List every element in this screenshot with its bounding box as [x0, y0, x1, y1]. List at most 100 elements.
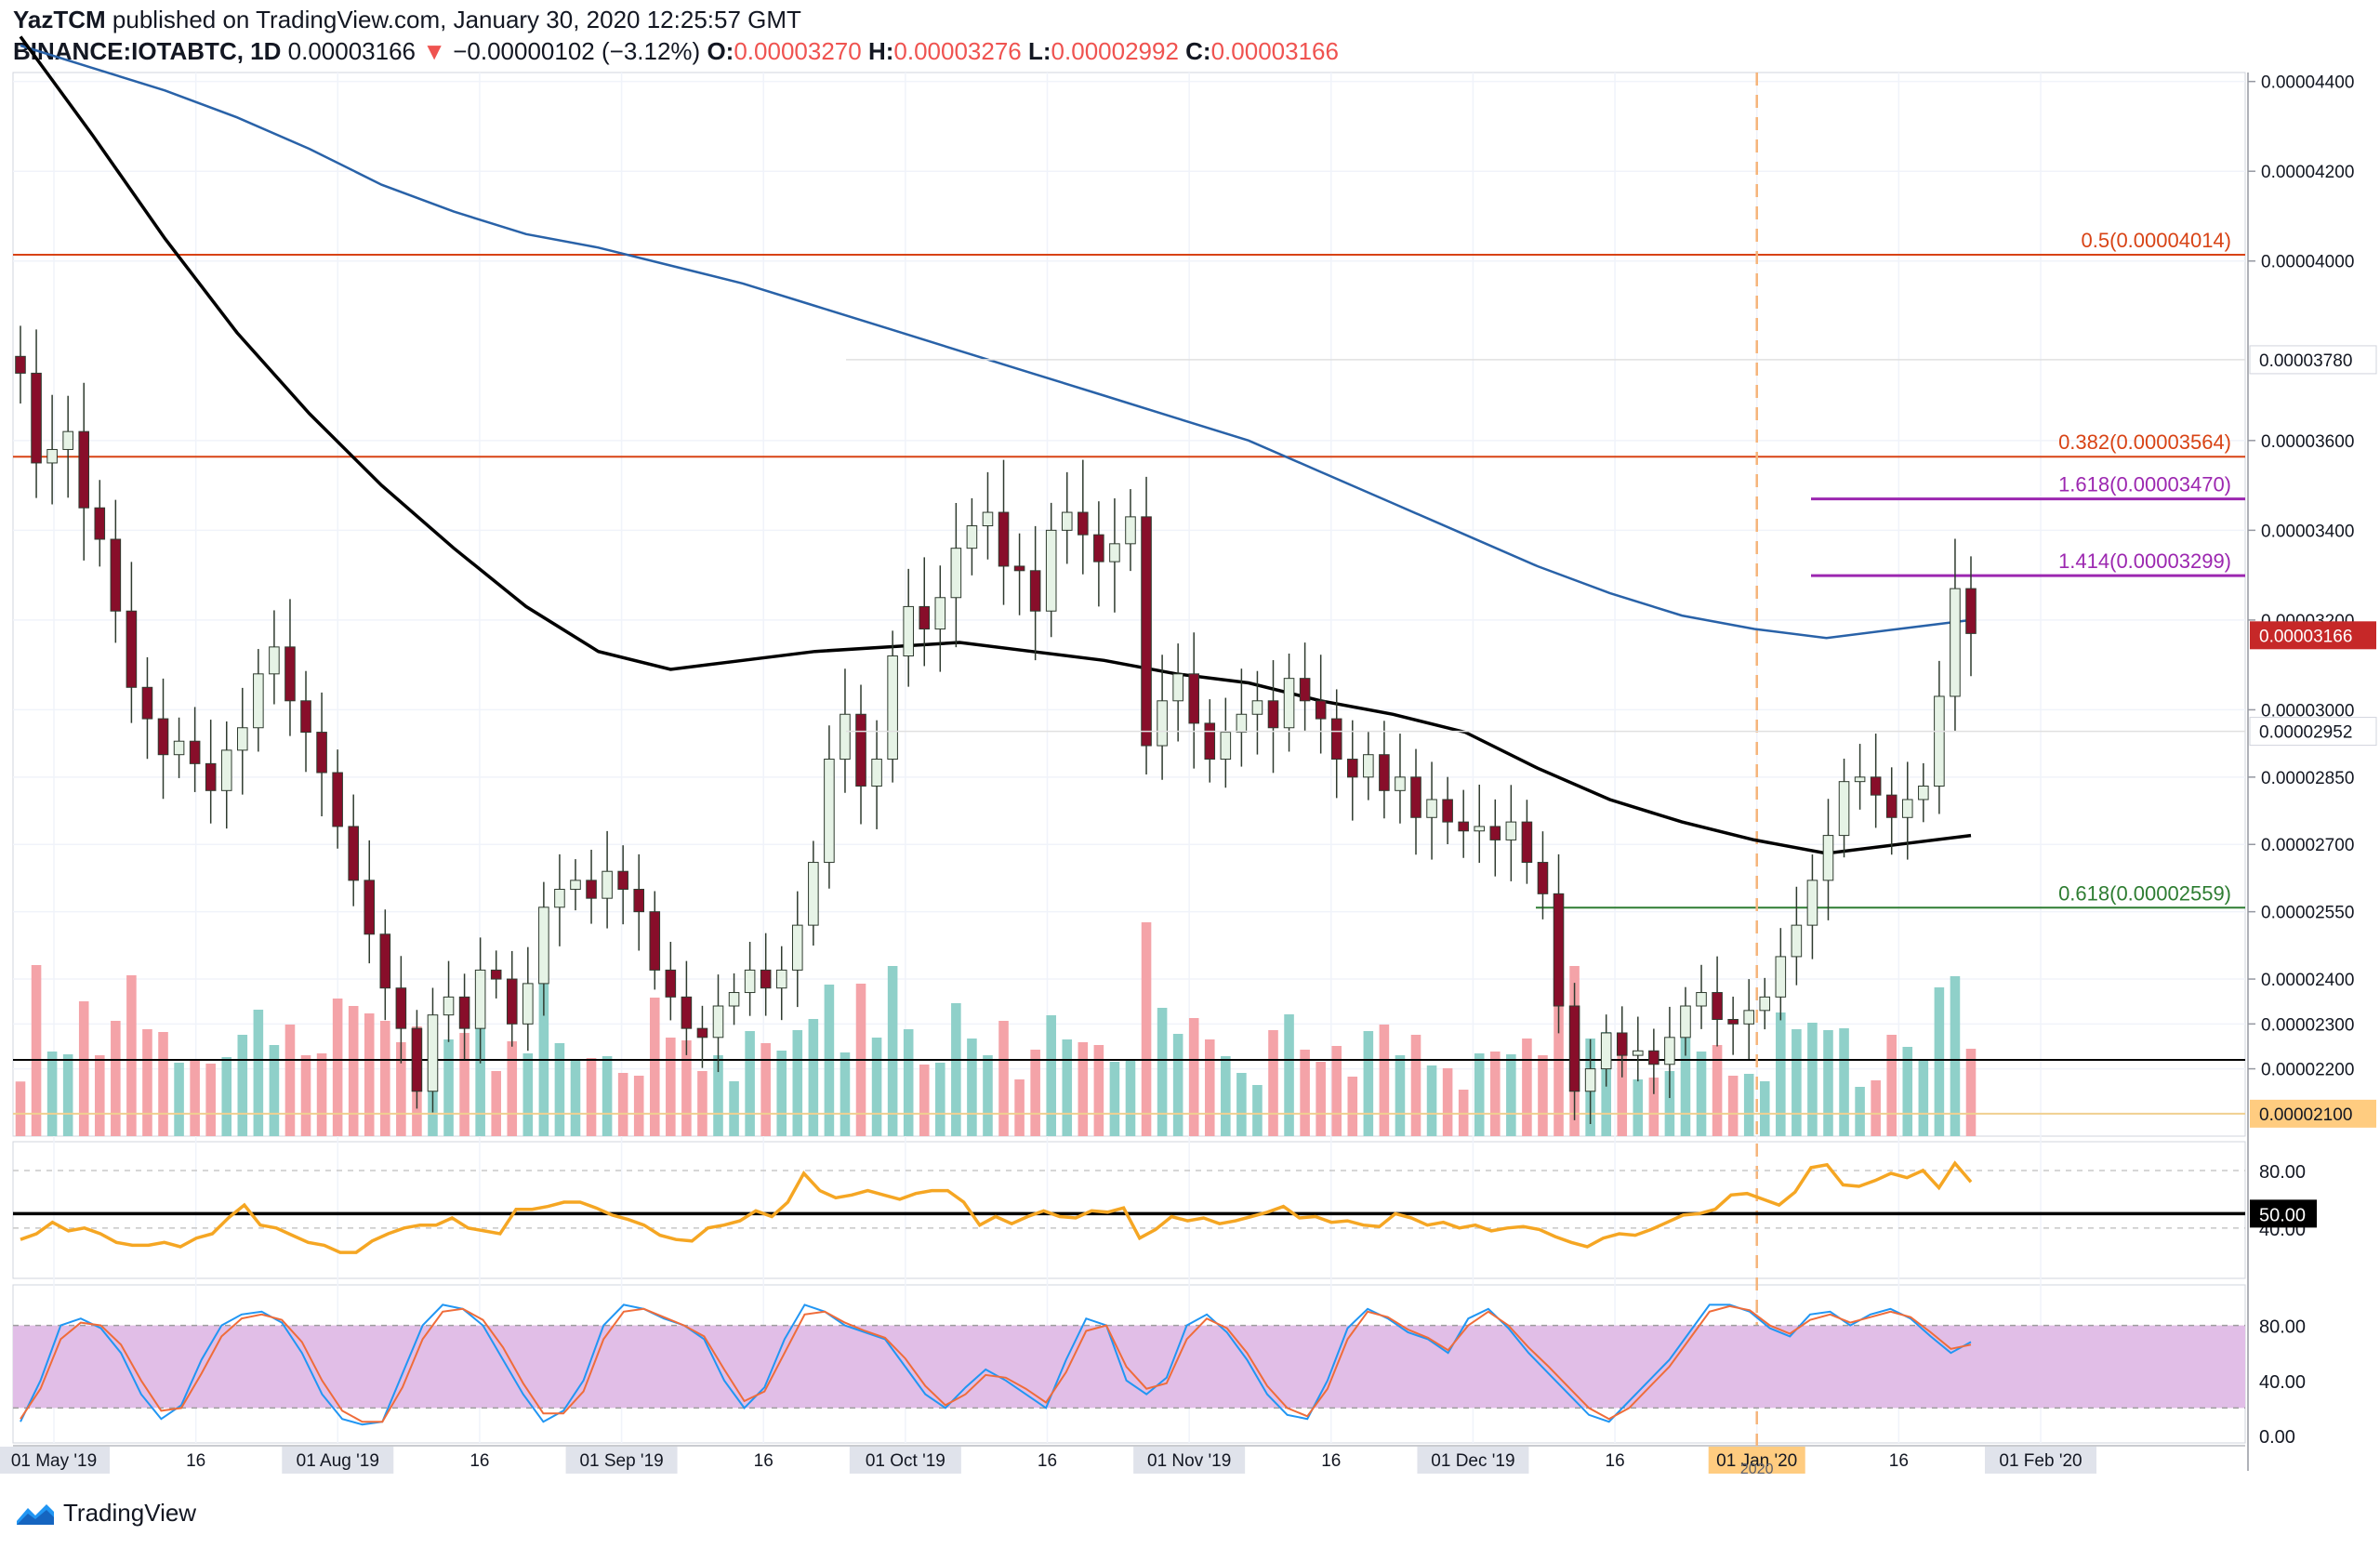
- candle-body: [379, 933, 391, 989]
- volume-bar: [94, 1055, 105, 1136]
- candle-body: [1029, 570, 1041, 612]
- volume-bar: [1712, 1045, 1723, 1136]
- candle-body: [1489, 826, 1501, 840]
- volume-bar: [253, 1010, 264, 1136]
- candle-body: [1363, 754, 1374, 778]
- candle-body: [1267, 700, 1279, 729]
- candle-body: [1600, 1032, 1612, 1070]
- volume-bar: [1538, 1055, 1548, 1136]
- volume-bar: [554, 1043, 565, 1136]
- volume-bar: [760, 1043, 771, 1136]
- volume-bar: [190, 1061, 200, 1136]
- candle-body: [1204, 722, 1216, 761]
- time-tick-label: 16: [186, 1451, 205, 1471]
- volume-bar: [1792, 1029, 1802, 1136]
- candle-body: [919, 605, 931, 630]
- time-tick-label: 01 May '19: [11, 1451, 97, 1471]
- year-marker-label: 2020: [1740, 1462, 1774, 1477]
- candle-body: [1885, 794, 1897, 818]
- high-label: H:: [867, 37, 894, 65]
- candle-body: [1157, 700, 1168, 747]
- price-tick-label: 0.00002200: [2261, 1061, 2354, 1080]
- candle-body: [1537, 862, 1549, 894]
- price-tick-label: 0.00002700: [2261, 836, 2354, 855]
- volume-bar: [1363, 1031, 1374, 1136]
- candle-body: [649, 911, 661, 971]
- ma-200-line: [20, 44, 1972, 640]
- author-name[interactable]: YazTCM: [13, 6, 106, 33]
- down-arrow-icon: ▼: [422, 37, 446, 65]
- symbol-name[interactable]: BINANCE:IOTABTC, 1D: [13, 37, 282, 65]
- candle-body: [665, 969, 677, 998]
- candle-body: [1442, 799, 1453, 823]
- volume-bar: [1680, 1025, 1691, 1136]
- volume-bar: [1839, 1028, 1849, 1136]
- fib-level-label: 1.618(0.00003470): [2058, 473, 2231, 496]
- volume-bar: [475, 1012, 485, 1136]
- volume-bar: [284, 1025, 296, 1136]
- candle-body: [31, 372, 42, 464]
- candle-body: [110, 538, 122, 612]
- candle-body: [1061, 511, 1073, 531]
- candle-body: [1521, 821, 1533, 864]
- time-cursor-tag: [1708, 1447, 1805, 1474]
- volume-bar: [729, 1081, 739, 1136]
- volume-bar: [491, 1071, 501, 1136]
- time-tick-label: 01 Sep '19: [579, 1451, 663, 1471]
- candle-body: [1965, 588, 1977, 634]
- volume-bar: [1743, 1074, 1754, 1136]
- candle-body: [1013, 565, 1025, 572]
- time-label-bg: [1985, 1447, 2096, 1474]
- volume-bar: [1902, 1047, 1913, 1136]
- fib-level-label: 0.5(0.00004014): [2082, 229, 2231, 252]
- volume-bar: [205, 1064, 216, 1136]
- candle-body: [94, 507, 106, 540]
- candle-body: [1078, 511, 1089, 536]
- volume-bar: [507, 1041, 518, 1136]
- price-tick-label: 0.00002850: [2261, 769, 2354, 788]
- time-axis: 01 May '19 16 01 Aug '19 16 01 Sep '19 16 01 O…: [0, 1447, 2096, 1477]
- candle-body: [775, 969, 787, 989]
- volume-bar: [1426, 1065, 1437, 1136]
- candle-body: [522, 983, 534, 1025]
- volume-bar: [300, 1055, 311, 1136]
- stoch-tick-label: 80.00: [2259, 1317, 2306, 1338]
- volume-bar: [570, 1060, 581, 1136]
- candle-body: [982, 511, 994, 527]
- volume-bar: [1030, 1050, 1040, 1136]
- grid-layer: [12, 72, 2249, 1471]
- publish-info: YazTCM published on TradingView.com, Jan…: [13, 6, 801, 34]
- volume-bar: [221, 1057, 232, 1136]
- volume-bar: [1331, 1046, 1342, 1136]
- candle-body: [220, 749, 232, 791]
- time-tick-label: 01 Feb '20: [1999, 1451, 2082, 1471]
- time-tick-label: 16: [1889, 1451, 1909, 1471]
- rsi-line: [20, 1160, 1973, 1254]
- volume-bar: [269, 1045, 280, 1136]
- candle-body: [1125, 516, 1136, 545]
- candle-body: [1950, 588, 1961, 697]
- candle-body: [237, 727, 248, 751]
- volume-bar: [1252, 1085, 1263, 1136]
- low-label: L:: [1028, 37, 1051, 65]
- candle-body: [1315, 700, 1327, 720]
- rsi-level-tag: 50.00: [2259, 1205, 2306, 1225]
- price-tag-label: 0.00003166: [2259, 627, 2352, 646]
- volume-bar: [1221, 1056, 1231, 1136]
- rsi-pane-frame: [12, 1141, 2246, 1279]
- candle-body: [728, 992, 740, 1007]
- candle-body: [78, 430, 90, 509]
- volume-bar: [713, 1055, 723, 1136]
- low-value: 0.00002992: [1051, 37, 1179, 65]
- candle-body: [1220, 732, 1232, 761]
- volume-bar: [633, 1076, 644, 1136]
- volume-bar: [967, 1039, 977, 1136]
- volume-bar: [1078, 1042, 1089, 1136]
- tradingview-brand[interactable]: TradingView: [15, 1499, 196, 1528]
- candle-body: [934, 597, 946, 630]
- last-price: 0.00003166: [287, 37, 416, 65]
- fib-level-label: 0.618(0.00002559): [2058, 881, 2231, 905]
- open-value: 0.00003270: [734, 37, 862, 65]
- fib-level-label: 0.382(0.00003564): [2058, 430, 2231, 454]
